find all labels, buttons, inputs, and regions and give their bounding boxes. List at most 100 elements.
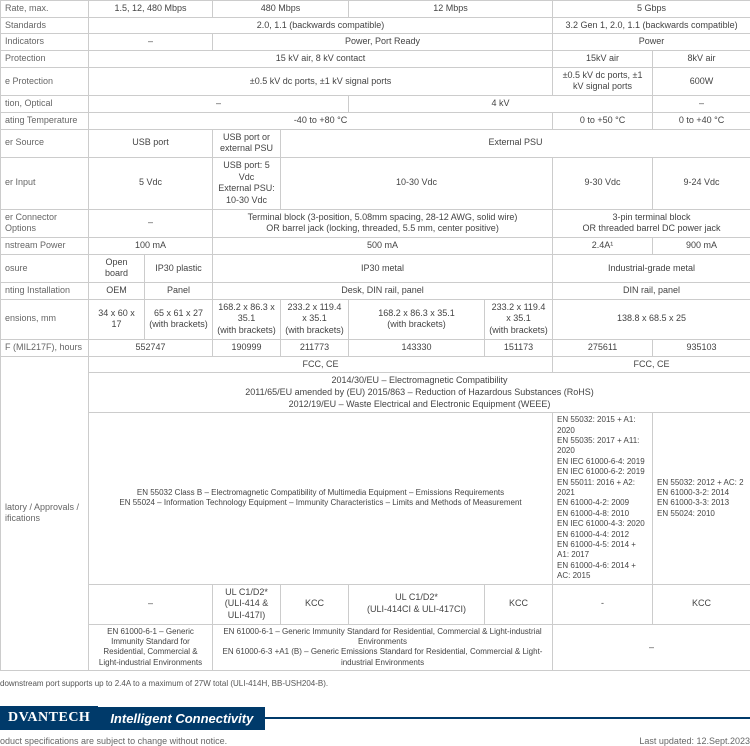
- row-label: ating Temperature: [1, 112, 89, 129]
- row-label: Protection: [1, 51, 89, 68]
- spec-table: Rate, max.1.5, 12, 480 Mbps480 Mbps12 Mb…: [0, 0, 750, 671]
- cell: 3-pin terminal blockOR threaded barrel D…: [553, 209, 750, 237]
- cell: 168.2 x 86.3 x 35.1(with brackets): [349, 299, 485, 339]
- cell: 2.4A¹: [553, 238, 653, 255]
- row-label: e Protection: [1, 67, 89, 95]
- cell: –: [89, 584, 213, 624]
- disclaimer: oduct specifications are subject to chan…: [0, 736, 227, 746]
- table-row: EN 61000-6-1 – Generic Immunity Standard…: [1, 624, 750, 671]
- cell: External PSU: [281, 129, 750, 157]
- cell: Panel: [145, 283, 213, 300]
- cell: 480 Mbps: [213, 1, 349, 18]
- cell: FCC, CE: [553, 356, 750, 373]
- table-row: tion, Optical–4 kV–: [1, 96, 750, 113]
- table-row: nstream Power100 mA500 mA2.4A¹900 mA: [1, 238, 750, 255]
- cell: 0 to +50 °C: [553, 112, 653, 129]
- cell: UL C1/D2*(ULI-414CI & ULI-417CI): [349, 584, 485, 624]
- cell: EN 55032 Class B – Electromagnetic Compa…: [89, 413, 553, 584]
- cell: 3.2 Gen 1, 2.0, 1.1 (backwards compatibl…: [553, 17, 750, 34]
- row-label: Rate, max.: [1, 1, 89, 18]
- cell: 9-30 Vdc: [553, 157, 653, 209]
- row-label: nstream Power: [1, 238, 89, 255]
- cell: 0 to +40 °C: [653, 112, 750, 129]
- cell: 12 Mbps: [349, 1, 553, 18]
- cell: 552747: [89, 339, 213, 356]
- cell: 935103: [653, 339, 750, 356]
- row-label: Standards: [1, 17, 89, 34]
- cell: EN 55032: 2012 + AC: 2EN 61000-3-2: 2014…: [653, 413, 750, 584]
- table-row: Standards2.0, 1.1 (backwards compatible)…: [1, 17, 750, 34]
- cell: 9-24 Vdc: [653, 157, 750, 209]
- cell: 190999: [213, 339, 281, 356]
- cell: 5 Vdc: [89, 157, 213, 209]
- cell: KCC: [485, 584, 553, 624]
- cell: ±0.5 kV dc ports, ±1 kV signal ports: [89, 67, 553, 95]
- table-row: er Connector Options–Terminal block (3-p…: [1, 209, 750, 237]
- cell: -: [553, 584, 653, 624]
- cell: –: [89, 209, 213, 237]
- table-row: –UL C1/D2*(ULI-414 & ULI-417I)KCCUL C1/D…: [1, 584, 750, 624]
- cell: USB port: [89, 129, 213, 157]
- cell: Open board: [89, 254, 145, 282]
- cell: Industrial-grade metal: [553, 254, 750, 282]
- row-label: tion, Optical: [1, 96, 89, 113]
- cell: –: [89, 34, 213, 51]
- cell: 168.2 x 86.3 x 35.1(with brackets): [213, 299, 281, 339]
- cell: 5 Gbps: [553, 1, 750, 18]
- cell: –: [653, 96, 750, 113]
- cell: EN 61000-6-1 – Generic Immunity Standard…: [213, 624, 553, 671]
- cell: 233.2 x 119.4 x 35.1(with brackets): [281, 299, 349, 339]
- cell: –: [89, 96, 349, 113]
- table-row: EN 55032 Class B – Electromagnetic Compa…: [1, 413, 750, 584]
- cell: 34 x 60 x 17: [89, 299, 145, 339]
- last-updated: Last updated: 12.Sept.2023: [639, 736, 750, 746]
- cell: USB port or external PSU: [213, 129, 281, 157]
- table-row: Rate, max.1.5, 12, 480 Mbps480 Mbps12 Mb…: [1, 1, 750, 18]
- table-row: F (MIL217F), hours5527471909992117731433…: [1, 339, 750, 356]
- row-label: nting Installation: [1, 283, 89, 300]
- cell: OEM: [89, 283, 145, 300]
- table-row: e Protection±0.5 kV dc ports, ±1 kV sign…: [1, 67, 750, 95]
- cell: 65 x 61 x 27(with brackets): [145, 299, 213, 339]
- cell: 2014/30/EU – Electromagnetic Compatibili…: [89, 373, 750, 413]
- row-label: osure: [1, 254, 89, 282]
- cell: 900 mA: [653, 238, 750, 255]
- bottom-row: oduct specifications are subject to chan…: [0, 736, 750, 746]
- cell: KCC: [281, 584, 349, 624]
- cell: 138.8 x 68.5 x 25: [553, 299, 750, 339]
- logo: DVANTECH: [0, 706, 98, 730]
- cell: IP30 plastic: [145, 254, 213, 282]
- table-row: 2014/30/EU – Electromagnetic Compatibili…: [1, 373, 750, 413]
- table-row: osureOpen boardIP30 plasticIP30 metalInd…: [1, 254, 750, 282]
- cell: 100 mA: [89, 238, 213, 255]
- table-row: Protection15 kV air, 8 kV contact15kV ai…: [1, 51, 750, 68]
- table-row: ensions, mm34 x 60 x 1765 x 61 x 27(with…: [1, 299, 750, 339]
- row-label: er Input: [1, 157, 89, 209]
- row-label: latory / Approvals / ifications: [1, 356, 89, 671]
- cell: IP30 metal: [213, 254, 553, 282]
- cell: 275611: [553, 339, 653, 356]
- table-row: er SourceUSB portUSB port or external PS…: [1, 129, 750, 157]
- cell: Power, Port Ready: [213, 34, 553, 51]
- cell: 233.2 x 119.4 x 35.1(with brackets): [485, 299, 553, 339]
- cell: Terminal block (3-position, 5.08mm spaci…: [213, 209, 553, 237]
- cell: 600W: [653, 67, 750, 95]
- divider-line: [265, 717, 750, 719]
- cell: KCC: [653, 584, 750, 624]
- cell: 143330: [349, 339, 485, 356]
- cell: USB port: 5 VdcExternal PSU: 10-30 Vdc: [213, 157, 281, 209]
- cell: 151173: [485, 339, 553, 356]
- cell: EN 61000-6-1 – Generic Immunity Standard…: [89, 624, 213, 671]
- cell: 211773: [281, 339, 349, 356]
- row-label: F (MIL217F), hours: [1, 339, 89, 356]
- footer-bar: DVANTECH Intelligent Connectivity: [0, 706, 750, 730]
- cell: 4 kV: [349, 96, 653, 113]
- tagline: Intelligent Connectivity: [98, 707, 265, 730]
- cell: –: [553, 624, 750, 671]
- table-row: latory / Approvals / ificationsFCC, CEFC…: [1, 356, 750, 373]
- table-row: Indicators–Power, Port ReadyPower: [1, 34, 750, 51]
- cell: 2.0, 1.1 (backwards compatible): [89, 17, 553, 34]
- cell: EN 55032: 2015 + A1: 2020EN 55035: 2017 …: [553, 413, 653, 584]
- cell: 10-30 Vdc: [281, 157, 553, 209]
- table-row: nting InstallationOEMPanelDesk, DIN rail…: [1, 283, 750, 300]
